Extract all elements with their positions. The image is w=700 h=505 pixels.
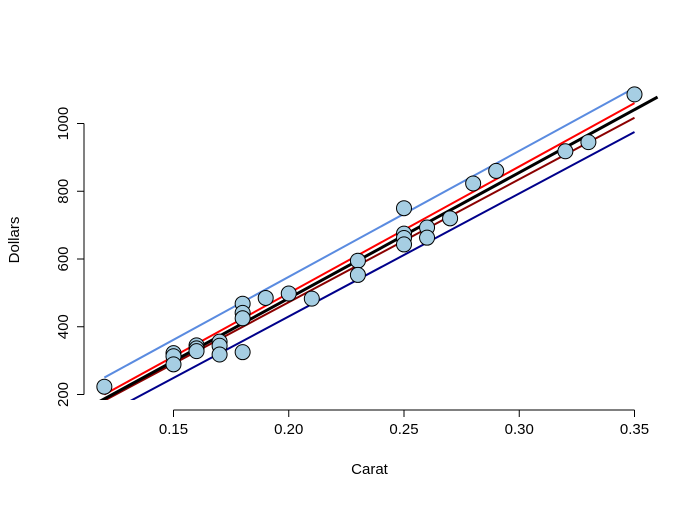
data-point bbox=[211, 346, 228, 363]
y-tick-label: 1000 bbox=[55, 107, 72, 140]
x-tick-label: 0.20 bbox=[274, 421, 303, 438]
y-tick-label: 400 bbox=[55, 314, 72, 339]
fit-line bbox=[103, 102, 635, 396]
data-point bbox=[165, 356, 182, 373]
data-point bbox=[303, 290, 320, 307]
fit-line bbox=[103, 116, 635, 400]
fit-line bbox=[103, 87, 635, 379]
data-point bbox=[396, 236, 412, 253]
data-point bbox=[349, 266, 366, 283]
data-point bbox=[557, 143, 574, 160]
data-point bbox=[234, 344, 251, 361]
data-point bbox=[280, 285, 297, 302]
y-tick-label: 200 bbox=[55, 382, 72, 407]
x-tick-label: 0.35 bbox=[620, 421, 649, 438]
y-axis: 200 400 600 800 1000 bbox=[55, 107, 85, 407]
data-point bbox=[580, 134, 597, 151]
fit-line bbox=[130, 131, 635, 400]
data-point bbox=[419, 229, 436, 246]
data-point bbox=[488, 162, 505, 179]
y-tick-label: 600 bbox=[55, 246, 72, 271]
x-axis-title: Carat bbox=[351, 461, 389, 478]
data-point bbox=[96, 378, 113, 395]
data-point bbox=[626, 86, 643, 103]
x-tick-label: 0.30 bbox=[505, 421, 534, 438]
x-tick-label: 0.25 bbox=[389, 421, 418, 438]
data-points bbox=[96, 86, 643, 395]
data-point bbox=[349, 252, 366, 269]
data-point bbox=[188, 343, 205, 360]
data-point bbox=[465, 175, 482, 192]
y-axis-title: Dollars bbox=[6, 217, 23, 264]
data-point bbox=[257, 289, 274, 306]
x-axis: 0.15 0.20 0.25 0.30 0.35 bbox=[159, 409, 649, 438]
data-point bbox=[396, 200, 412, 217]
x-tick-label: 0.15 bbox=[159, 421, 188, 438]
y-tick-label: 800 bbox=[55, 179, 72, 204]
data-point bbox=[234, 310, 251, 327]
data-point bbox=[442, 210, 459, 227]
